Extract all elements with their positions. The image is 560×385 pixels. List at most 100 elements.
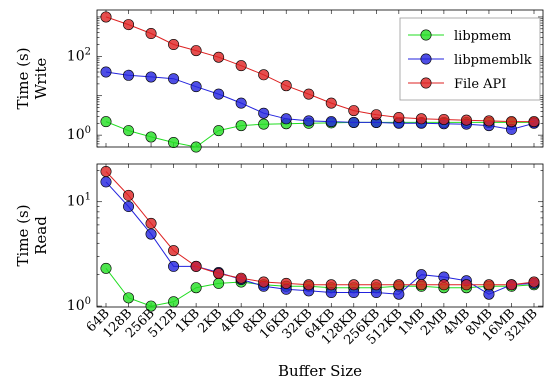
data-point <box>145 27 157 39</box>
legend-item: libpmem <box>408 29 511 44</box>
y-axis-label-line: Write <box>32 58 50 100</box>
data-point <box>123 292 135 304</box>
data-point <box>190 141 202 153</box>
data-point <box>100 11 112 23</box>
y-tick-label: 100 <box>67 125 91 143</box>
data-point <box>235 60 247 72</box>
data-point <box>190 45 202 57</box>
data-point <box>123 19 135 31</box>
data-point <box>100 176 112 188</box>
data-point <box>415 269 427 281</box>
data-point <box>258 69 270 81</box>
data-point <box>483 288 495 300</box>
y-axis-label-line: Read <box>32 216 50 255</box>
data-point <box>213 88 225 100</box>
plot-frame <box>96 163 544 308</box>
y-tick-label: 100 <box>67 296 91 314</box>
data-point <box>145 71 157 83</box>
data-point <box>235 120 247 132</box>
data-point <box>528 116 540 128</box>
legend-marker <box>420 53 432 65</box>
y-axis-label: Time (s)Read <box>14 204 50 266</box>
data-point <box>370 109 382 121</box>
y-axis-label: Time (s)Write <box>14 47 50 109</box>
data-point <box>303 88 315 100</box>
data-point <box>505 279 517 291</box>
y-tick-exponent: 0 <box>85 296 91 307</box>
data-point <box>100 262 112 274</box>
data-point <box>168 38 180 50</box>
data-point <box>415 279 427 291</box>
data-point <box>258 107 270 119</box>
data-point <box>100 66 112 78</box>
y-tick-base: 10 <box>67 298 85 314</box>
data-point <box>190 81 202 93</box>
legend-item: File API <box>408 77 506 92</box>
data-point <box>123 69 135 81</box>
data-point <box>100 165 112 177</box>
y-tick-base: 10 <box>67 48 85 64</box>
data-point <box>528 276 540 288</box>
x-axis-label: Buffer Size <box>278 362 362 380</box>
data-point <box>145 217 157 229</box>
y-tick-base: 10 <box>67 127 85 143</box>
data-point <box>123 189 135 201</box>
data-point <box>123 125 135 137</box>
data-point <box>415 113 427 125</box>
data-point <box>123 201 135 213</box>
data-point <box>460 114 472 126</box>
data-point <box>168 137 180 149</box>
data-point <box>145 131 157 143</box>
data-point <box>348 116 360 128</box>
data-point <box>460 279 472 291</box>
data-point <box>190 282 202 294</box>
y-axis-label-line: Time (s) <box>14 47 32 109</box>
data-point <box>213 125 225 137</box>
data-point <box>280 80 292 92</box>
data-point <box>348 279 360 291</box>
data-point <box>213 268 225 280</box>
data-point <box>213 277 225 289</box>
data-point <box>235 272 247 284</box>
data-point <box>483 279 495 291</box>
data-point <box>438 279 450 291</box>
data-point <box>303 115 315 127</box>
data-point <box>213 51 225 63</box>
legend-label: File API <box>454 77 506 92</box>
legend-item: libpmemblk <box>408 53 532 68</box>
data-point <box>325 97 337 109</box>
data-point <box>348 105 360 117</box>
y-tick-exponent: 0 <box>85 125 91 136</box>
legend-marker <box>420 29 432 41</box>
legend-label: libpmemblk <box>454 53 532 68</box>
plot-frame <box>96 9 544 148</box>
data-point <box>370 279 382 291</box>
data-point <box>168 296 180 308</box>
data-point <box>393 288 405 300</box>
data-point <box>505 116 517 128</box>
data-point <box>190 260 202 272</box>
y-tick-base: 10 <box>67 194 85 210</box>
data-point <box>438 113 450 125</box>
legend-label: libpmem <box>454 29 511 44</box>
data-point <box>145 228 157 240</box>
data-point <box>100 116 112 128</box>
data-point <box>325 279 337 291</box>
y-tick-exponent: 2 <box>85 46 91 57</box>
data-point <box>145 300 157 312</box>
y-axis-label-line: Time (s) <box>14 204 32 266</box>
data-point <box>303 279 315 291</box>
data-point <box>393 112 405 124</box>
legend: libpmem libpmemblk File API <box>399 17 541 101</box>
data-point <box>258 118 270 130</box>
data-point <box>325 116 337 128</box>
legend-marker <box>420 77 432 89</box>
data-point <box>483 115 495 127</box>
data-point <box>168 245 180 257</box>
y-tick-label: 102 <box>67 46 91 64</box>
data-point <box>258 276 270 288</box>
data-point <box>168 73 180 85</box>
